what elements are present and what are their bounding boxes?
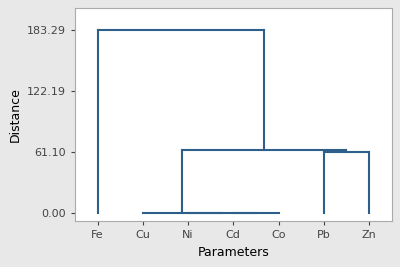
X-axis label: Parameters: Parameters: [198, 246, 269, 259]
Y-axis label: Distance: Distance: [8, 87, 21, 142]
